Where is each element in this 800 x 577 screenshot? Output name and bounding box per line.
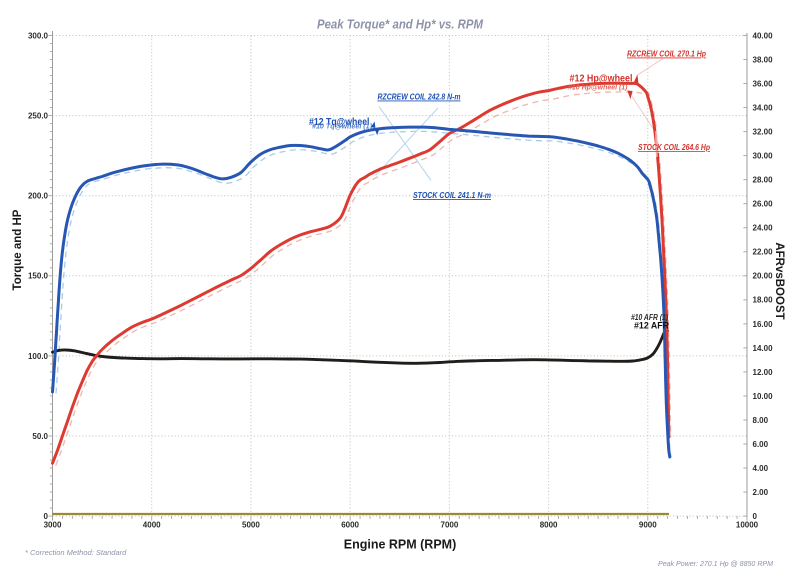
svg-text:#12 AFR: #12 AFR (634, 321, 669, 332)
svg-text:#10 Hp@wheel (1): #10 Hp@wheel (1) (568, 83, 628, 92)
svg-text:Peak Torque* and Hp* vs. RPM: Peak Torque* and Hp* vs. RPM (317, 18, 484, 32)
svg-text:STOCK COIL 241.1 N-m: STOCK COIL 241.1 N-m (413, 190, 491, 200)
svg-text:#10 AFR (1): #10 AFR (1) (631, 313, 668, 322)
svg-text:4.00: 4.00 (753, 464, 769, 473)
svg-text:200.0: 200.0 (28, 192, 49, 201)
svg-text:36.00: 36.00 (753, 80, 774, 89)
svg-text:10000: 10000 (736, 521, 759, 530)
svg-text:0: 0 (44, 512, 49, 521)
svg-text:38.00: 38.00 (753, 55, 774, 64)
svg-text:24.00: 24.00 (753, 224, 774, 233)
svg-text:Engine RPM (RPM): Engine RPM (RPM) (344, 538, 457, 552)
svg-text:22.00: 22.00 (753, 248, 774, 257)
svg-text:10.00: 10.00 (753, 392, 774, 401)
svg-text:16.00: 16.00 (753, 320, 774, 329)
svg-text:150.0: 150.0 (28, 272, 49, 281)
svg-text:7000: 7000 (441, 521, 459, 530)
svg-text:Peak Power: 270.1 Hp @ 8850 RP: Peak Power: 270.1 Hp @ 8850 RPM (658, 559, 774, 568)
svg-text:#12 Hp@wheel: #12 Hp@wheel (570, 73, 633, 85)
svg-text:12.00: 12.00 (753, 368, 774, 377)
svg-text:28.00: 28.00 (753, 176, 774, 185)
svg-text:0: 0 (753, 512, 758, 521)
svg-text:14.00: 14.00 (753, 344, 774, 353)
svg-text:#12 Tq@wheel: #12 Tq@wheel (309, 117, 370, 128)
svg-text:6.00: 6.00 (753, 440, 769, 449)
svg-text:Torque and HP: Torque and HP (12, 209, 24, 290)
svg-text:5000: 5000 (242, 521, 260, 530)
svg-text:3000: 3000 (44, 521, 62, 530)
svg-text:2.00: 2.00 (753, 488, 769, 497)
svg-text:30.00: 30.00 (753, 152, 774, 161)
svg-text:#10 Tq@wheel (1): #10 Tq@wheel (1) (312, 122, 373, 131)
svg-text:6000: 6000 (341, 521, 359, 530)
svg-text:9000: 9000 (639, 521, 657, 530)
svg-text:RZCREW COIL 242.8 N-m: RZCREW COIL 242.8 N-m (378, 92, 461, 102)
svg-text:40.00: 40.00 (753, 31, 774, 40)
svg-text:STOCK COIL 264.6 Hp: STOCK COIL 264.6 Hp (638, 143, 710, 152)
svg-text:26.00: 26.00 (753, 200, 774, 209)
svg-text:34.00: 34.00 (753, 104, 774, 113)
svg-text:18.00: 18.00 (753, 296, 774, 305)
svg-text:50.0: 50.0 (32, 432, 48, 441)
svg-text:8000: 8000 (540, 521, 558, 530)
svg-text:250.0: 250.0 (28, 112, 49, 121)
svg-text:RZCREW COIL 270.1 Hp: RZCREW COIL 270.1 Hp (627, 49, 706, 59)
svg-text:32.00: 32.00 (753, 128, 774, 137)
svg-text:* Correction Method: Standard: * Correction Method: Standard (25, 548, 127, 557)
svg-text:300.0: 300.0 (28, 31, 49, 40)
svg-text:20.00: 20.00 (753, 272, 774, 281)
svg-text:8.00: 8.00 (753, 416, 769, 425)
svg-text:AFRvsBOOST: AFRvsBOOST (773, 242, 785, 319)
svg-text:4000: 4000 (143, 521, 161, 530)
svg-text:100.0: 100.0 (28, 352, 49, 361)
